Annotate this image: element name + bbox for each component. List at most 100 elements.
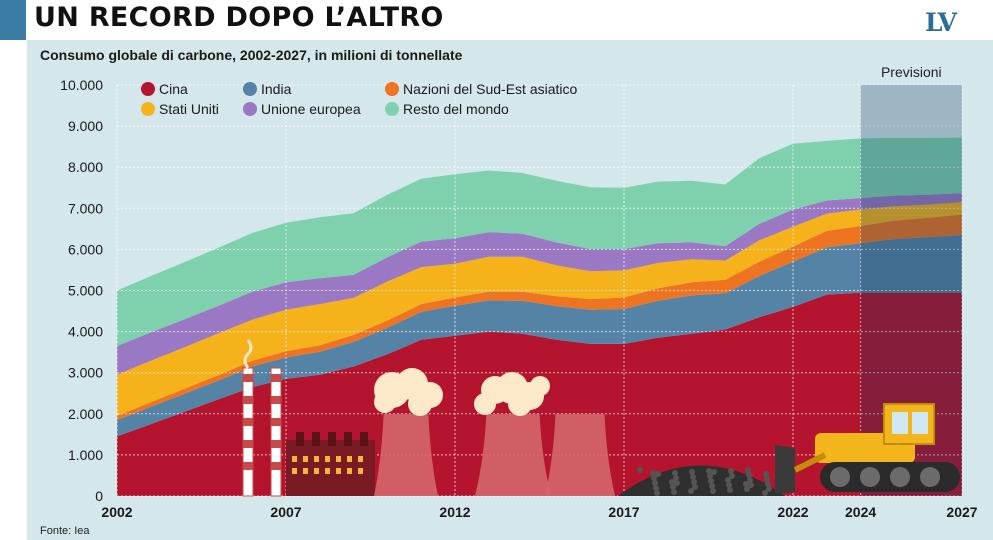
cooling-tower xyxy=(374,414,438,496)
bulldozer-wheel xyxy=(830,467,850,487)
legend-swatch xyxy=(385,82,399,96)
coal-lump xyxy=(711,469,717,475)
factory-window xyxy=(358,468,363,474)
legend-swatch xyxy=(243,102,257,116)
area-india xyxy=(117,235,962,437)
x-tick-label: 2002 xyxy=(101,504,132,520)
legend-swatch xyxy=(141,82,155,96)
coal-lump xyxy=(726,482,732,488)
legend-label: Resto del mondo xyxy=(403,101,509,117)
factory-window xyxy=(303,468,308,474)
coal-lump xyxy=(745,467,751,473)
x-tick-label: 2007 xyxy=(270,504,301,520)
forecast-label: Previsioni xyxy=(881,64,942,80)
factory-window xyxy=(336,456,341,462)
x-tick-label: 2012 xyxy=(439,504,470,520)
coal-lump xyxy=(672,470,678,476)
coal-lump xyxy=(651,475,657,481)
coal-lump xyxy=(725,477,731,483)
chimney xyxy=(242,367,254,497)
legend-item: Cina xyxy=(141,81,188,97)
legend-label: Cina xyxy=(159,81,188,97)
coal-lump xyxy=(746,472,752,478)
factory-stack xyxy=(312,432,320,446)
legend-label: Stati Uniti xyxy=(159,101,219,117)
chimney xyxy=(270,367,282,497)
factory-window xyxy=(325,468,330,474)
coal-lump xyxy=(766,486,772,492)
y-tick-label: 2.000 xyxy=(68,406,103,422)
legend-item: Stati Uniti xyxy=(141,101,219,117)
legend-label: India xyxy=(261,81,292,97)
chimney-stripe xyxy=(243,440,253,448)
source-note: Fonte: Iea xyxy=(40,525,90,537)
coal-lump xyxy=(747,477,753,483)
y-tick-label: 10.000 xyxy=(60,77,103,93)
bulldozer-window xyxy=(892,412,908,434)
coal-lump xyxy=(743,481,749,487)
chimney-stripe xyxy=(271,462,281,470)
factory-window xyxy=(358,456,363,462)
accent-bar xyxy=(0,0,26,40)
chimney-stripe xyxy=(271,418,281,426)
y-tick-label: 9.000 xyxy=(68,118,103,134)
legend-swatch xyxy=(141,102,155,116)
coal-lump xyxy=(764,476,770,482)
coal-lump xyxy=(691,479,697,485)
y-tick-label: 0 xyxy=(95,488,103,504)
cooling-tower xyxy=(545,414,615,496)
factory-window xyxy=(347,468,352,474)
factory-window xyxy=(314,468,319,474)
bulldozer-wheel xyxy=(890,467,910,487)
coal-lump xyxy=(729,473,735,479)
legend-swatch xyxy=(385,102,399,116)
chart-title: Consumo globale di carbone, 2002-2027, i… xyxy=(40,47,463,63)
chimney-stripe xyxy=(243,418,253,426)
steam-cloud xyxy=(530,376,550,396)
coal-lump xyxy=(690,474,696,480)
chimney-stripe xyxy=(243,462,253,470)
chimney-stripe xyxy=(271,396,281,404)
coal-lump xyxy=(688,488,694,494)
coal-lump xyxy=(692,484,698,490)
coal-lump xyxy=(708,478,714,484)
factory-window xyxy=(292,468,297,474)
legend-item: Resto del mondo xyxy=(385,101,509,117)
chimney-stripe xyxy=(243,396,253,404)
decorative-illustration xyxy=(242,339,960,497)
y-tick-label: 6.000 xyxy=(68,241,103,257)
steam-cloud xyxy=(408,392,432,416)
factory-stack xyxy=(296,432,304,446)
coal-lump xyxy=(689,469,695,475)
coal-lump xyxy=(710,488,716,494)
factory xyxy=(286,440,375,496)
coal-lump xyxy=(673,475,679,481)
bulldozer-arm xyxy=(793,452,827,473)
area-stati-uniti xyxy=(117,202,962,416)
coal-lump xyxy=(671,489,677,495)
coal-lump xyxy=(654,490,660,496)
steam-cloud xyxy=(508,392,532,416)
x-tick-label: 2027 xyxy=(946,504,977,520)
legend-item: Unione europea xyxy=(243,101,361,117)
x-tick-label: 2017 xyxy=(608,504,639,520)
area-unione-europea xyxy=(117,193,962,375)
coal-lump xyxy=(655,471,661,477)
factory-stack xyxy=(360,432,368,446)
legend-swatch xyxy=(243,82,257,96)
coal-lump xyxy=(653,485,659,491)
y-tick-label: 8.000 xyxy=(68,159,103,175)
y-tick-label: 3.000 xyxy=(68,365,103,381)
coal-lump xyxy=(650,470,656,476)
area-resto-del-mondo xyxy=(117,137,962,346)
factory-window xyxy=(347,456,352,462)
y-tick-label: 1.000 xyxy=(68,447,103,463)
factory-window xyxy=(292,456,297,462)
bulldozer-blade xyxy=(775,445,795,494)
steam-cloud xyxy=(474,393,496,415)
y-tick-label: 4.000 xyxy=(68,324,103,340)
coal-lump xyxy=(669,479,675,485)
steam-cloud xyxy=(374,391,396,413)
chimney-stripe xyxy=(271,440,281,448)
